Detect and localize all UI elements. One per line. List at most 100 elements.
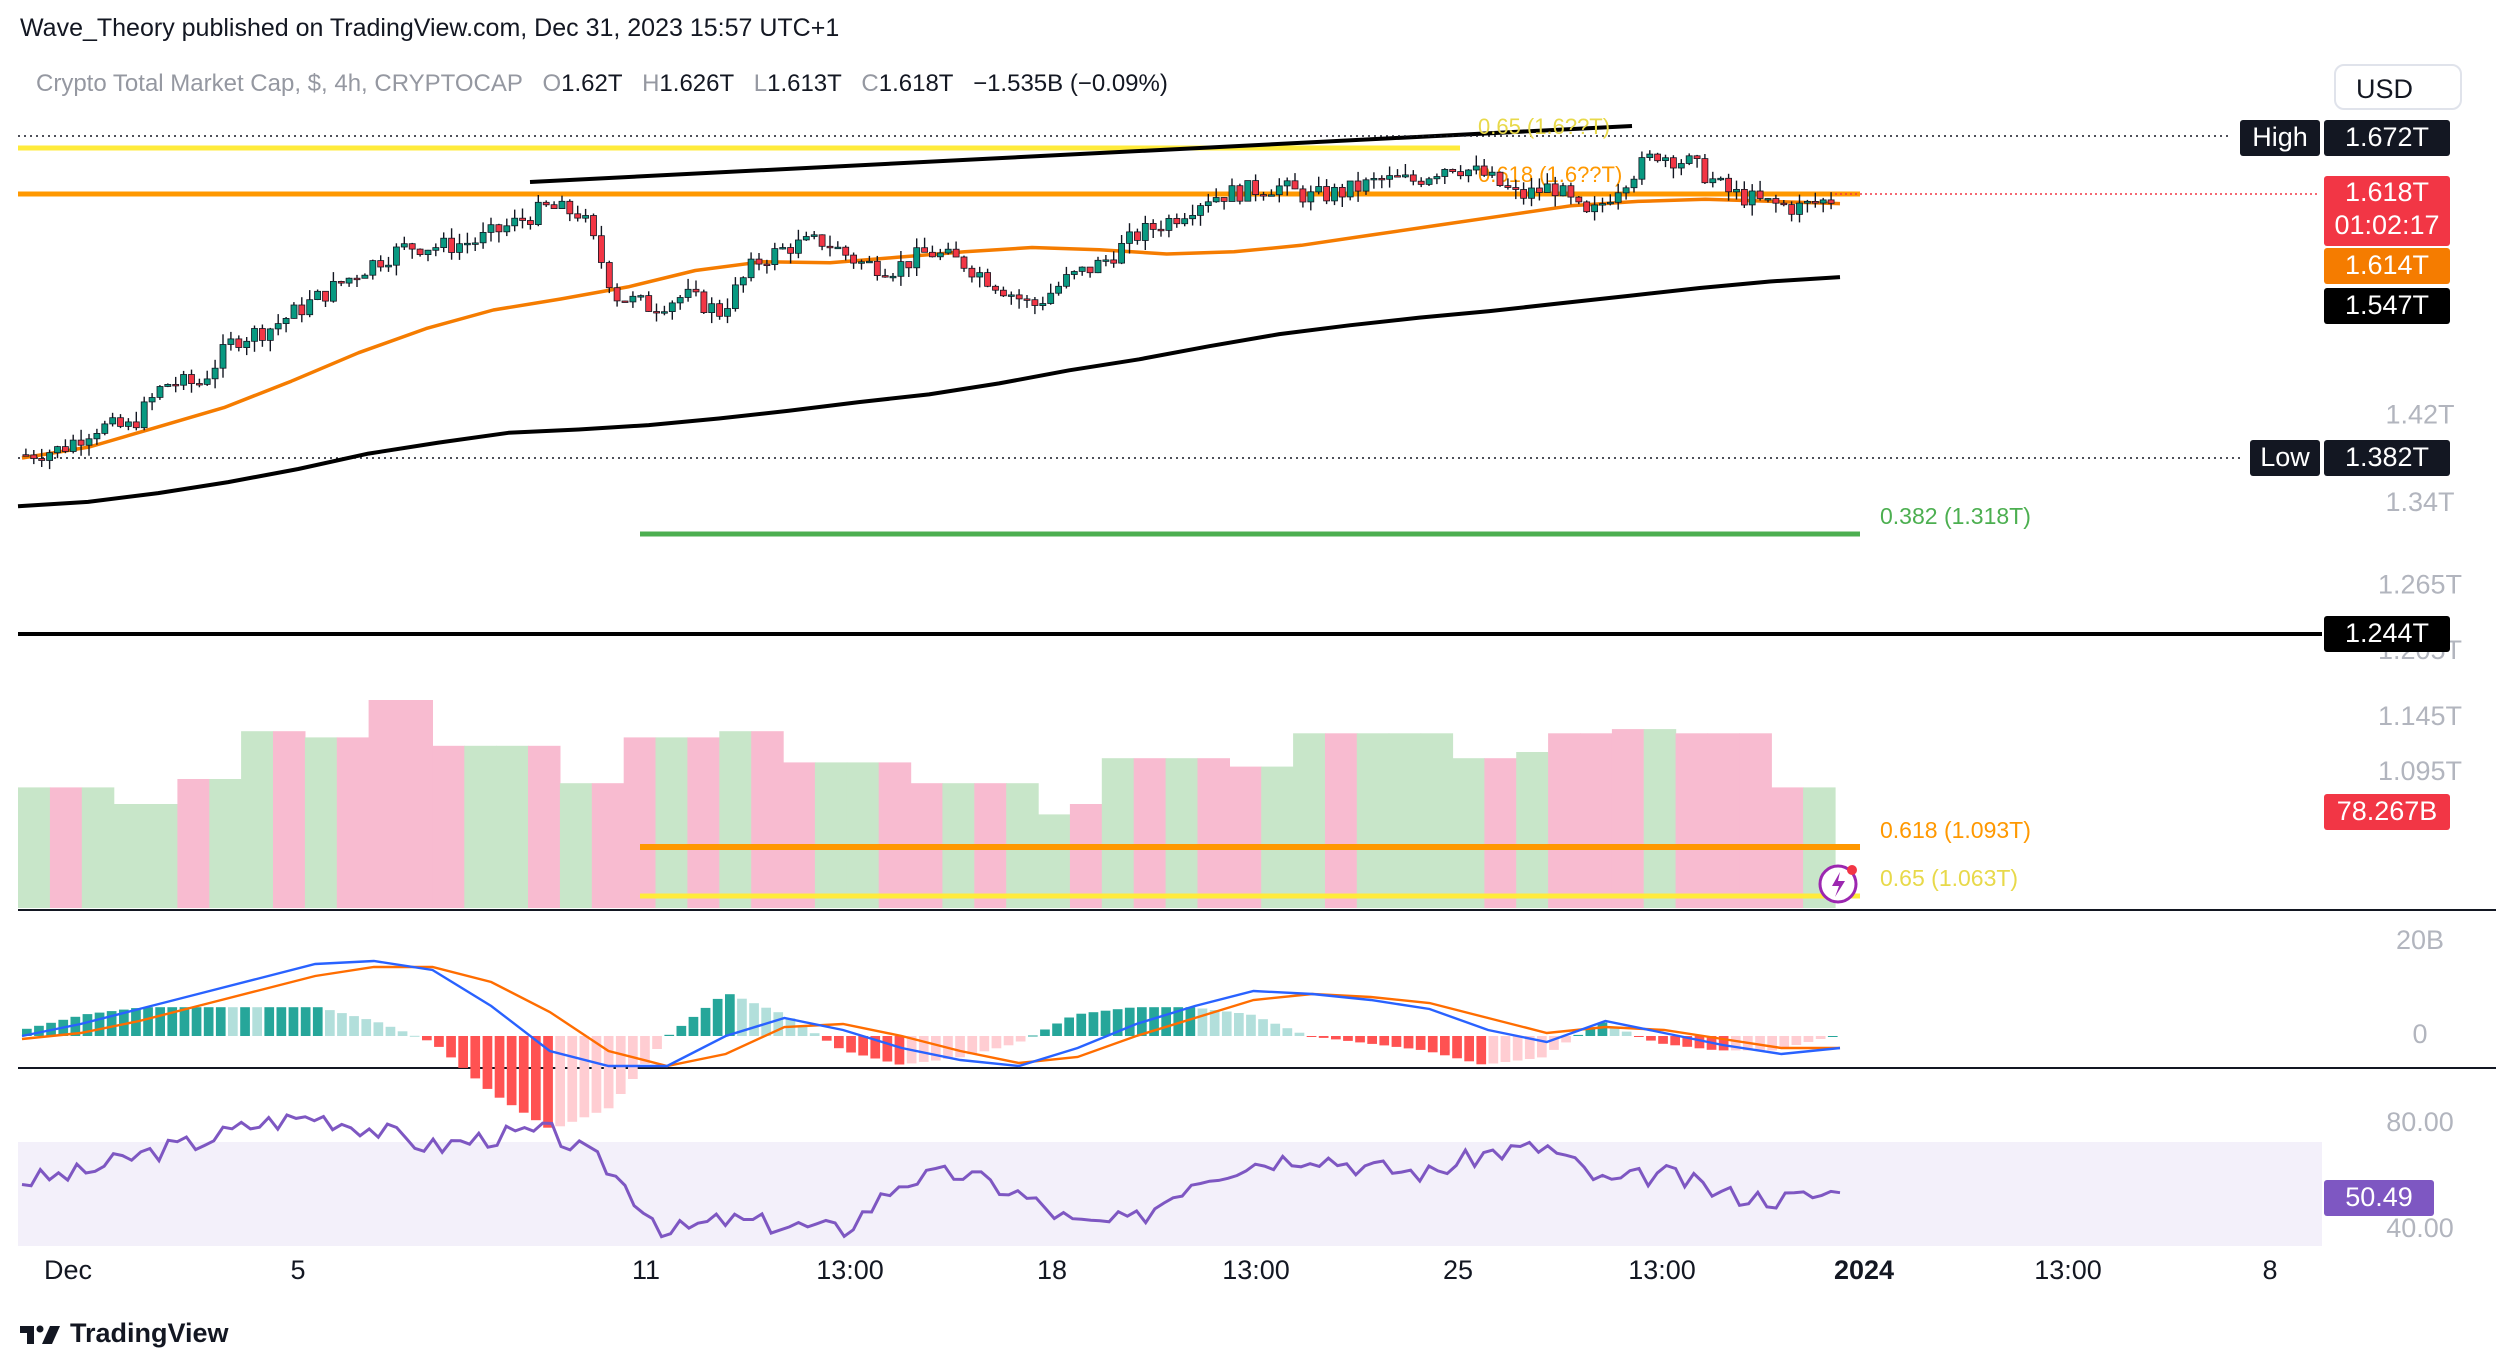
candle: [936, 248, 944, 261]
candle-body-down: [566, 200, 574, 215]
low-tag-bg: [2250, 440, 2320, 476]
candle-body-down: [117, 417, 124, 427]
candle: [834, 241, 842, 250]
candle: [62, 439, 69, 454]
candle: [590, 213, 597, 240]
candle: [700, 289, 708, 314]
candle-body-down: [322, 290, 329, 302]
candle: [337, 280, 345, 287]
candle-body-down: [188, 374, 195, 385]
macd-histogram-bar: [1076, 1013, 1087, 1036]
candle-body-up: [1425, 178, 1433, 185]
macd-histogram-bar: [1730, 1036, 1741, 1051]
candle-body-up: [724, 308, 731, 317]
volume-bar: [304, 737, 338, 908]
candle-body-up: [463, 242, 471, 246]
high-value: 1.626T: [659, 70, 734, 97]
candle-body-down: [605, 262, 613, 289]
candle-body-down: [1654, 153, 1661, 162]
volume-bar: [113, 804, 147, 908]
candle-body-up: [676, 297, 684, 304]
candle: [1733, 180, 1740, 200]
candle-body-up: [1402, 174, 1409, 178]
macd-histogram-bar: [543, 1036, 553, 1128]
candle: [1362, 177, 1370, 195]
currency-selector[interactable]: USD: [2334, 64, 2462, 110]
macd-histogram-bar: [312, 1007, 323, 1036]
candle-body-up: [361, 274, 369, 279]
candle: [771, 242, 779, 271]
macd-histogram-bar: [106, 1011, 117, 1036]
candle: [416, 248, 424, 257]
symbol-legend[interactable]: Crypto Total Market Cap, $, 4h, CRYPTOCA…: [36, 70, 1168, 97]
candle-body-up: [1063, 274, 1070, 287]
candle: [929, 245, 936, 258]
candle: [645, 291, 653, 312]
candle-body-up: [1039, 303, 1047, 306]
macd-histogram-bar: [494, 1036, 505, 1098]
volume-bar: [1548, 733, 1581, 908]
macd-histogram-bar: [1415, 1036, 1426, 1050]
macd-histogram-bar: [1149, 1007, 1159, 1036]
candle-body-down: [1725, 177, 1732, 193]
candle-body-down: [1220, 197, 1228, 202]
macd-line: [21, 959, 1841, 1068]
candle: [747, 252, 755, 282]
macd-histogram-bar: [1440, 1036, 1450, 1056]
candle: [1701, 154, 1709, 184]
candle-body-up: [1472, 165, 1480, 171]
volume-value-tag: 78.267B: [2337, 796, 2438, 826]
tradingview-logo-icon: [20, 1325, 60, 1344]
candle-body-up: [558, 200, 566, 210]
candle-body-up: [944, 248, 952, 254]
candle: [1819, 197, 1827, 213]
time-axis-tick: Dec: [44, 1255, 92, 1285]
volume-bar: [1325, 733, 1358, 908]
candle: [1536, 178, 1543, 201]
macd-histogram-bar: [967, 1036, 978, 1055]
candle-body-up: [1141, 222, 1149, 241]
candle-body-down: [38, 458, 46, 461]
candle-body-down: [968, 267, 976, 278]
candle: [629, 291, 637, 308]
candle: [1260, 191, 1267, 201]
candle-body-down: [1480, 165, 1488, 176]
candle: [495, 223, 503, 243]
candle: [1441, 168, 1449, 184]
candle: [463, 232, 471, 254]
candle: [1607, 194, 1614, 206]
candle-body-up: [1078, 266, 1086, 272]
symbol-title: Crypto Total Market Cap, $, 4h, CRYPTOCA…: [36, 70, 523, 97]
volume-bar: [1675, 733, 1709, 908]
candle-body-up: [1094, 259, 1102, 274]
candle: [1677, 159, 1685, 176]
candle-body-up: [282, 317, 290, 324]
macd-histogram-bar: [155, 1007, 165, 1036]
tradingview-brand[interactable]: TradingView: [20, 1318, 229, 1349]
candle: [574, 205, 582, 222]
candle-body-up: [1622, 187, 1630, 194]
macd-histogram-bar: [1646, 1036, 1656, 1041]
last-price-tag: 1.618T: [2345, 177, 2429, 207]
candle: [487, 217, 495, 242]
candle-body-down: [1583, 201, 1591, 213]
candle-body-down: [1149, 222, 1157, 230]
volume-bar: [241, 731, 274, 908]
volume-bar: [49, 787, 83, 908]
candle-body-up: [1307, 191, 1315, 203]
candle: [471, 237, 479, 251]
macd-histogram-bar: [555, 1036, 565, 1127]
candle: [992, 284, 999, 294]
candle-body-up: [1646, 153, 1654, 159]
candle: [1748, 184, 1756, 216]
macd-histogram-bar: [1355, 1036, 1365, 1043]
candle-body-up: [889, 275, 897, 279]
macd-histogram-bar: [1464, 1036, 1474, 1062]
candle-body-up: [637, 295, 645, 298]
candle-body-down: [613, 287, 621, 302]
candle-body-down: [960, 256, 968, 269]
candle-body-down: [377, 260, 385, 268]
candle-body-down: [826, 245, 834, 249]
candle: [1811, 192, 1819, 208]
